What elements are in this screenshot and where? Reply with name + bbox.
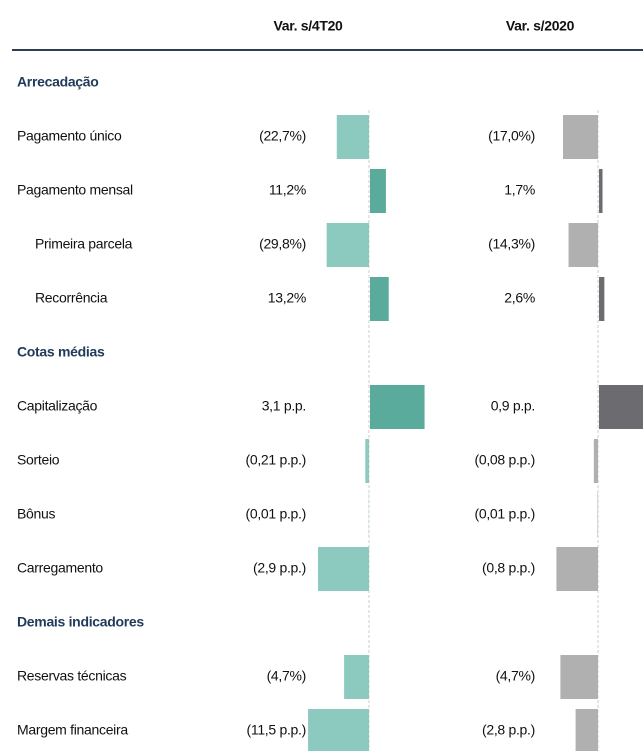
bar: [597, 493, 598, 537]
value-label: (4,7%): [267, 668, 306, 684]
bar: [344, 655, 369, 699]
value-label: (0,01 p.p.): [245, 506, 306, 522]
row-label: Bônus: [17, 506, 55, 522]
row-label: Margem financeira: [17, 722, 128, 738]
value-label: 2,6%: [504, 290, 535, 306]
bar: [568, 223, 598, 267]
row-label: Pagamento único: [17, 128, 122, 144]
value-label: (2,8 p.p.): [482, 722, 535, 738]
value-label: (4,7%): [496, 668, 535, 684]
bar: [317, 547, 369, 591]
value-label: 1,7%: [504, 182, 535, 198]
value-label: 0,9 p.p.: [491, 398, 535, 414]
value-label: 11,2%: [269, 182, 306, 198]
row-label: Reservas técnicas: [17, 668, 127, 684]
value-label: (0,08 p.p.): [474, 452, 535, 468]
section-title: Arrecadação: [17, 74, 99, 90]
bar: [370, 277, 389, 321]
bar: [326, 223, 369, 267]
row-label: Primeira parcela: [35, 236, 133, 252]
bar: [370, 169, 386, 213]
row-label: Sorteio: [17, 452, 60, 468]
bar: [599, 169, 603, 213]
value-label: 13,2%: [268, 290, 306, 306]
bar: [575, 709, 598, 751]
row-label: Recorrência: [35, 290, 108, 306]
bar: [560, 655, 598, 699]
value-label: (0,8 p.p.): [482, 560, 535, 576]
bar: [599, 277, 605, 321]
column-header: Var. s/4T20: [273, 18, 343, 34]
value-label: (2,9 p.p.): [253, 560, 306, 576]
value-label: (22,7%): [259, 128, 306, 144]
bar: [308, 709, 369, 751]
value-label: (14,3%): [488, 236, 535, 252]
section-title: Cotas médias: [17, 344, 105, 360]
section-title: Demais indicadores: [17, 614, 144, 630]
value-label: (29,8%): [259, 236, 306, 252]
bar: [562, 115, 598, 159]
value-label: 3,1 p.p.: [262, 398, 306, 414]
bar: [556, 547, 598, 591]
value-label: (17,0%): [488, 128, 535, 144]
column-header: Var. s/2020: [506, 18, 575, 34]
value-label: (0,21 p.p.): [245, 452, 306, 468]
row-label: Pagamento mensal: [17, 182, 133, 198]
bar: [365, 439, 369, 483]
bar: [370, 385, 425, 429]
bar: [336, 115, 369, 159]
row-label: Carregamento: [17, 560, 103, 576]
bar: [593, 439, 598, 483]
value-label: (11,5 p.p.): [247, 722, 306, 738]
row-label: Capitalização: [17, 398, 98, 414]
value-label: (0,01 p.p.): [474, 506, 535, 522]
bar: [599, 385, 643, 429]
